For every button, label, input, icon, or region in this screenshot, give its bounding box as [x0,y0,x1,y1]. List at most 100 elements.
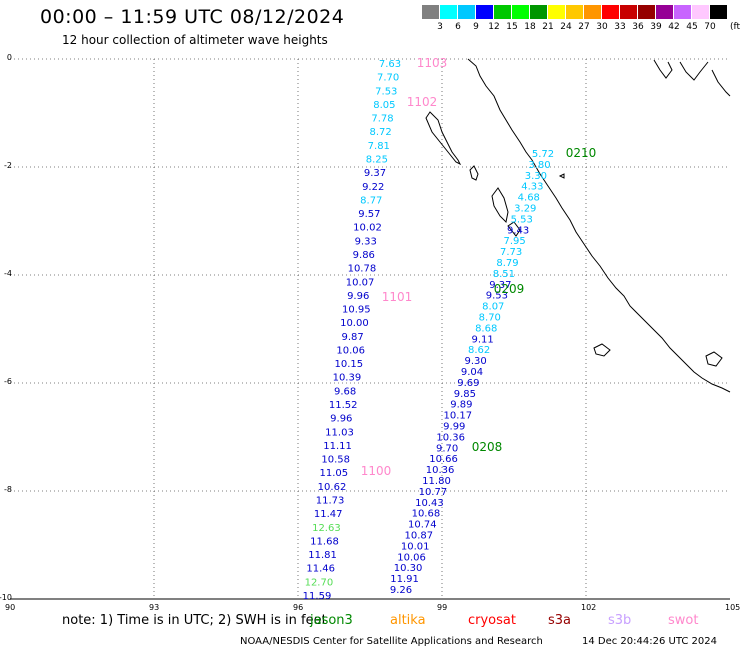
wave-height-label: 4.68 [518,193,540,204]
legend-swatch [494,5,511,19]
legend-label: 24 [560,22,572,32]
coastline [425,58,731,393]
wave-height-label: 10.02 [353,223,382,234]
wave-height-label: 10.06 [336,346,365,357]
wave-height-label: 5.53 [511,214,533,225]
credit-text: NOAA/NESDIS Center for Satellite Applica… [240,636,543,647]
wave-height-label: 10.62 [318,482,347,493]
legend-swatch [602,5,619,19]
wave-height-label: 9.85 [454,389,476,400]
wave-height-label: 10.00 [340,318,369,329]
wave-height-label: 9.37 [489,280,511,291]
wave-height-label: 7.78 [371,114,393,125]
legend-swatch [638,5,655,19]
wave-height-label: 9.69 [457,378,479,389]
wave-height-label: 9.87 [341,332,363,343]
legend-label: 12 [488,22,500,32]
x-tick-label: 90 [5,603,16,612]
pass-id-label: 0209 [494,282,525,296]
wave-height-label: 10.39 [333,373,362,384]
mission-label: cryosat [468,613,516,628]
legend-label: 15 [506,22,518,32]
wave-height-label: 9.70 [436,443,458,454]
wave-height-label: 3.80 [528,160,550,171]
wave-height-label: 11.91 [390,574,419,585]
legend-label: 3 [437,22,443,32]
wave-height-label: 8.68 [475,323,497,334]
wave-height-label: 11.47 [314,509,343,520]
wave-height-label: 9.99 [443,422,465,433]
mission-label: s3b [608,613,632,628]
wave-height-label: 9.11 [471,334,493,345]
wave-height-label: 11.11 [323,441,352,452]
wave-height-label: 10.15 [334,359,363,370]
wave-height-label: 9.04 [461,367,483,378]
wave-height-label: 11.68 [310,536,339,547]
pass-id-label: 0210 [566,146,597,160]
wave-height-label: 3.30 [525,171,547,182]
wave-height-label: 10.36 [426,465,455,476]
wave-height-label: 10.87 [404,531,433,542]
pass-id-label: 0208 [472,440,503,454]
wave-height-label: 10.58 [321,455,350,466]
page-title: 00:00 – 11:59 UTC 08/12/2024 [40,6,345,28]
wave-height-label: 5.72 [532,149,554,160]
x-tick-label: 93 [149,603,160,612]
legend-label: 39 [650,22,662,32]
wave-height-label: 8.70 [479,313,501,324]
wave-height-label: 9.96 [330,414,352,425]
pass-id-label: 1100 [361,464,392,478]
wave-height-label: 4.33 [521,182,543,193]
wave-height-label: 7.73 [500,247,522,258]
legend-label: 9 [473,22,479,32]
wave-height-label: 7.70 [377,73,399,84]
wave-height-label: 9.30 [464,356,486,367]
y-tick-label: -8 [4,485,12,494]
legend-swatch [530,5,547,19]
legend-unit: (ft) [730,22,740,32]
wave-height-label: 11.46 [306,564,335,575]
wave-height-label: 8.72 [369,127,391,138]
y-tick-label: 0 [6,53,12,62]
y-tick-label: -10 [0,593,12,602]
wave-height-label: 10.36 [436,432,465,443]
wave-height-label: 8.79 [496,258,518,269]
wave-height-label: 10.30 [394,563,423,574]
wave-height-label: 11.52 [329,400,358,411]
legend-swatch [674,5,691,19]
wave-height-label: 8.25 [366,155,388,166]
legend-swatch [512,5,529,19]
wave-height-label: 9.53 [486,291,508,302]
wave-height-label: 12.63 [312,523,341,534]
wave-height-label: 9.26 [390,585,412,596]
legend-label: 36 [632,22,644,32]
pass-labels: 1103 1102 1101 1100 0210 0209 0208 [361,56,597,478]
wave-height-label: 7.95 [503,236,525,247]
pass-id-label: 1102 [407,95,438,109]
mission-label: s3a [548,613,572,628]
footer-note: note: 1) Time is in UTC; 2) SWH is in fe… [62,613,327,628]
wave-height-label: 9.22 [362,182,384,193]
legend-label: 21 [542,22,554,32]
wave-height-label: 7.63 [379,59,401,70]
wave-height-label: 3.29 [514,204,536,215]
legend-swatch [458,5,475,19]
wave-height-label: 9.96 [347,291,369,302]
legend-swatch [692,5,709,19]
wave-height-label: 9.57 [358,209,380,220]
wave-height-label: 9.68 [334,386,356,397]
wave-height-label: 11.81 [308,550,337,561]
wave-height-label: 10.43 [415,498,444,509]
wave-height-label: 10.66 [429,454,458,465]
legend-swatch [656,5,673,19]
wave-height-label: 10.06 [397,552,426,563]
legend-swatch [476,5,493,19]
wave-height-label: 11.03 [325,427,354,438]
wave-height-label: 10.17 [443,411,472,422]
legend-label: 18 [524,22,536,32]
wave-height-label: 7.53 [375,86,397,97]
mission-label: altika [390,613,426,628]
wave-height-label: 7.81 [368,141,390,152]
pass-track-a: 7.63 7.70 7.53 8.05 7.78 8.72 7.81 8.25 9.37 9.22… [303,59,401,602]
